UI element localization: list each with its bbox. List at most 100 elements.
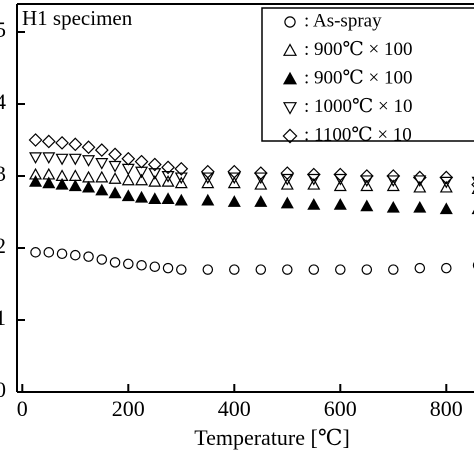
data-point [472, 261, 474, 269]
data-point [254, 172, 268, 185]
legend-label: : 1000℃ × 10 [304, 96, 413, 117]
legend-label: : 1100℃ × 10 [304, 124, 412, 145]
x-tick-label: 600 [324, 396, 357, 421]
data-point [68, 137, 83, 152]
data-point [68, 153, 82, 166]
data-point [308, 264, 320, 275]
data-point [41, 134, 56, 149]
data-point [253, 166, 268, 181]
data-point [413, 180, 427, 193]
x-tick-label: 800 [430, 396, 463, 421]
data-point [55, 135, 69, 150]
legend-label: : As-spray [304, 10, 382, 31]
data-point [95, 170, 109, 183]
data-point [280, 173, 294, 186]
data-point [176, 264, 187, 275]
data-point [359, 169, 374, 183]
data-point [201, 193, 215, 206]
data-point [280, 177, 294, 190]
data-point [148, 192, 162, 205]
data-point [414, 262, 426, 274]
data-point [55, 153, 69, 166]
data-point [108, 186, 122, 199]
data-point [333, 167, 348, 182]
y-tick-label: 2 [0, 233, 6, 258]
data-point [108, 147, 122, 162]
data-point [306, 167, 321, 182]
data-point [202, 264, 214, 275]
data-point [149, 261, 161, 272]
data-point [413, 200, 427, 213]
data-point [174, 193, 188, 206]
data-point [43, 247, 55, 258]
data-point [68, 179, 82, 192]
data-point [109, 257, 121, 268]
data-point [161, 192, 175, 205]
data-point [333, 179, 347, 192]
chart-title: H1 specimen [22, 6, 133, 30]
data-point [386, 169, 401, 183]
data-point [162, 262, 174, 274]
data-point [307, 198, 321, 210]
data-point [439, 202, 453, 215]
data-point [361, 264, 373, 275]
data-point [174, 161, 189, 176]
legend-symbol [282, 71, 298, 85]
data-point [333, 173, 347, 186]
data-point [333, 198, 347, 210]
data-point [29, 152, 43, 165]
data-point [147, 157, 162, 172]
data-point [441, 262, 452, 274]
y-tick-label: 4 [0, 89, 6, 114]
data-point [95, 183, 109, 196]
y-tick-label: 5 [0, 17, 6, 42]
y-tick-label: 0 [0, 377, 6, 402]
data-point [254, 195, 268, 207]
data-point [148, 175, 162, 187]
data-point [55, 177, 69, 190]
data-point [282, 264, 293, 275]
data-point [42, 152, 56, 165]
data-point [254, 177, 268, 190]
legend-label: : 900℃ × 100 [304, 39, 413, 60]
data-point [28, 133, 43, 147]
data-point [201, 172, 215, 185]
data-point [121, 151, 136, 166]
data-point [136, 260, 147, 271]
data-point [307, 173, 321, 186]
data-point [81, 140, 96, 155]
data-point [227, 172, 241, 185]
data-point [161, 175, 175, 187]
data-point [174, 172, 188, 185]
data-point [200, 164, 215, 179]
data-point [386, 179, 400, 192]
legend-symbol [282, 102, 298, 115]
y-tick-label: 3 [0, 161, 6, 186]
data-point [82, 155, 96, 167]
legend-symbol [282, 43, 298, 56]
data-point [227, 176, 241, 189]
data-point [280, 166, 295, 181]
legend-label: : 900℃ × 100 [304, 67, 413, 88]
legend-symbol [282, 128, 298, 144]
data-point [280, 196, 294, 209]
data-point [70, 249, 81, 261]
data-point [229, 264, 240, 275]
data-point [174, 176, 188, 189]
data-point [135, 173, 149, 186]
data-point [307, 177, 321, 190]
x-axis-label: Temperature [℃] [194, 425, 350, 450]
data-point [161, 160, 175, 175]
data-point [439, 180, 453, 193]
data-point [360, 179, 374, 192]
data-point [201, 176, 215, 189]
data-point [360, 175, 374, 188]
y-tick-label: 1 [0, 305, 6, 330]
data-point [386, 175, 400, 188]
data-point [30, 247, 41, 258]
data-point [388, 264, 399, 275]
data-point [83, 251, 94, 262]
data-point [227, 195, 241, 207]
data-point [123, 258, 134, 270]
